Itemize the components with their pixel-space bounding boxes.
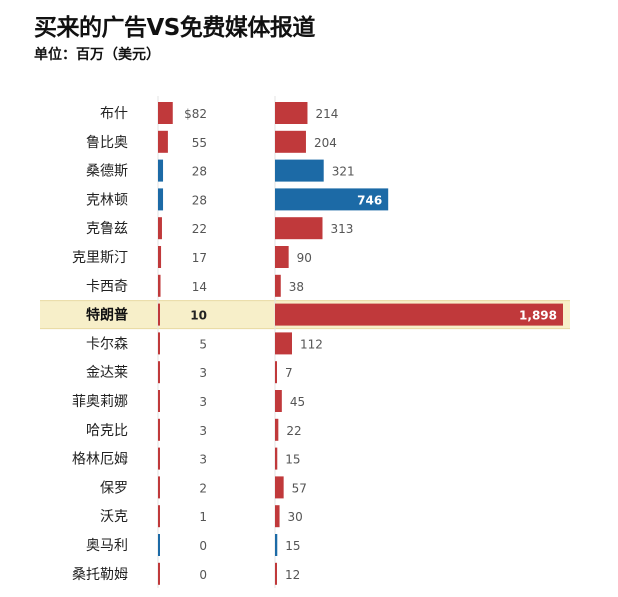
category-label: 卡西奇 xyxy=(86,278,128,295)
paid-media-bar xyxy=(158,217,162,240)
paid-media-bar xyxy=(158,246,162,268)
paid-media-value: 3 xyxy=(199,395,207,409)
free-media-bar xyxy=(275,361,277,384)
paid-media-value: 28 xyxy=(192,193,207,207)
paid-media-value: 1 xyxy=(199,510,207,524)
paid-media-value: 3 xyxy=(199,366,207,380)
free-media-bar xyxy=(275,332,292,355)
free-media-value: 214 xyxy=(315,107,338,121)
paid-media-bar xyxy=(158,476,160,499)
free-media-bar xyxy=(275,505,280,528)
paid-media-value: 22 xyxy=(192,222,207,236)
paid-media-value: 17 xyxy=(192,251,207,265)
free-media-bar xyxy=(275,476,284,499)
free-media-bar xyxy=(275,159,324,182)
paid-media-bar xyxy=(158,534,160,556)
free-media-bar xyxy=(275,534,278,556)
free-media-value: 313 xyxy=(330,222,353,236)
chart-subtitle: 单位：百万（美元） xyxy=(34,47,160,63)
paid-media-value: 5 xyxy=(199,337,207,351)
free-media-bar xyxy=(275,246,289,268)
free-media-bar xyxy=(275,562,277,585)
paid-media-bar xyxy=(158,274,161,297)
free-media-bar xyxy=(275,188,389,211)
paid-media-value: $82 xyxy=(184,107,207,121)
free-media-value: 321 xyxy=(332,165,355,179)
category-label: 桑德斯 xyxy=(86,164,128,180)
category-label: 沃克 xyxy=(100,509,128,525)
free-media-value: 7 xyxy=(285,366,293,380)
category-label: 保罗 xyxy=(100,480,128,496)
paid-media-value: 3 xyxy=(199,453,207,467)
free-media-bar xyxy=(275,217,323,240)
chart-title: 买来的广告VS免费媒体报道 xyxy=(34,15,315,41)
category-label: 克林顿 xyxy=(86,192,128,208)
paid-media-value: 55 xyxy=(192,136,207,150)
category-label: 克鲁兹 xyxy=(86,221,128,237)
paid-media-value: 2 xyxy=(199,481,207,495)
free-media-value: 746 xyxy=(357,193,382,207)
free-media-bar xyxy=(275,130,306,153)
free-media-bar xyxy=(275,274,281,297)
category-label: 哈克比 xyxy=(86,423,128,439)
category-label: 特朗普 xyxy=(86,307,128,324)
free-media-bar xyxy=(275,102,308,124)
free-media-value: 45 xyxy=(290,395,305,409)
category-label: 桑托勒姆 xyxy=(72,567,128,583)
paid-media-bar xyxy=(158,130,168,153)
paid-media-value: 14 xyxy=(192,280,207,294)
paid-media-bar xyxy=(158,505,160,528)
free-media-value: 22 xyxy=(286,424,301,438)
paid-media-bar xyxy=(158,303,160,326)
paid-media-bar xyxy=(158,418,160,441)
category-label: 克里斯汀 xyxy=(72,250,128,266)
free-media-bar xyxy=(275,390,282,412)
paid-media-bar xyxy=(158,188,164,211)
category-label: 鲁比奥 xyxy=(86,134,128,151)
free-media-value: 30 xyxy=(288,510,303,524)
free-media-value: 15 xyxy=(285,539,300,553)
paid-media-bar xyxy=(158,102,173,124)
free-media-value: 57 xyxy=(292,481,307,495)
paid-media-value: 10 xyxy=(190,309,207,323)
category-label: 金达莱 xyxy=(86,365,128,381)
category-label: 卡尔森 xyxy=(86,336,128,352)
free-media-bar xyxy=(275,303,563,326)
free-media-value: 12 xyxy=(285,568,300,582)
free-media-value: 15 xyxy=(285,453,300,467)
paid-media-bar xyxy=(158,447,160,470)
free-media-value: 204 xyxy=(314,136,337,150)
free-media-value: 1,898 xyxy=(519,309,557,323)
free-media-bar xyxy=(275,447,278,470)
category-label: 菲奥莉娜 xyxy=(72,393,128,410)
category-label: 格林厄姆 xyxy=(72,452,128,468)
paid-media-value: 0 xyxy=(199,568,207,582)
paid-media-value: 28 xyxy=(192,165,207,179)
paid-media-bar xyxy=(158,361,160,384)
category-label: 布什 xyxy=(100,106,128,122)
paid-media-bar xyxy=(158,562,160,585)
paid-media-bar xyxy=(158,159,164,182)
free-media-value: 90 xyxy=(297,251,312,265)
category-label: 奥马利 xyxy=(86,537,128,554)
paid-media-bar xyxy=(158,390,160,412)
free-media-value: 112 xyxy=(300,337,323,351)
paid-media-value: 3 xyxy=(199,424,207,438)
free-media-value: 38 xyxy=(289,280,304,294)
free-media-bar xyxy=(275,418,279,441)
paid-media-value: 0 xyxy=(199,539,207,553)
paid-media-bar xyxy=(158,332,160,355)
